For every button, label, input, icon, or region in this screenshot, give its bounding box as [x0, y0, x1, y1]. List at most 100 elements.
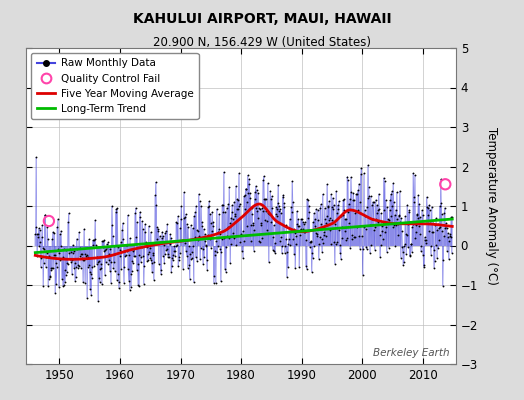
Point [286, 216, 294, 222]
Point [97, 260, 105, 267]
Point [112, 209, 120, 216]
Point [110, 242, 118, 249]
Point [369, 199, 378, 205]
Point [45, 218, 53, 224]
Point [416, 214, 424, 220]
Point [407, 241, 416, 248]
Point [168, 254, 177, 261]
Point [381, 228, 389, 235]
Point [35, 225, 43, 231]
Point [39, 282, 48, 289]
Point [260, 217, 269, 224]
Point [361, 207, 369, 214]
Point [246, 238, 255, 244]
Text: KAHULUI AIRPORT, MAUI, HAWAII: KAHULUI AIRPORT, MAUI, HAWAII [133, 12, 391, 26]
Point [120, 280, 128, 286]
Point [187, 222, 195, 228]
Point [96, 266, 104, 272]
Point [250, 196, 259, 202]
Point [104, 260, 112, 267]
Point [294, 216, 303, 222]
Point [90, 236, 98, 243]
Point [345, 219, 354, 226]
Point [96, 264, 105, 271]
Point [224, 201, 233, 207]
Point [325, 215, 334, 222]
Point [307, 238, 315, 244]
Point [248, 220, 257, 226]
Point [328, 204, 336, 210]
Point [218, 201, 226, 208]
Point [225, 235, 233, 241]
Point [351, 234, 359, 240]
Point [144, 257, 152, 263]
Point [416, 230, 424, 237]
Point [193, 237, 202, 244]
Point [214, 243, 222, 250]
Point [200, 254, 209, 261]
Point [204, 204, 212, 210]
Point [229, 230, 237, 236]
Point [350, 197, 358, 204]
Point [271, 250, 279, 256]
Point [447, 213, 455, 220]
Point [156, 239, 165, 246]
Point [258, 208, 267, 214]
Point [43, 224, 51, 230]
Point [288, 209, 296, 215]
Point [296, 232, 304, 238]
Point [267, 219, 276, 226]
Point [190, 213, 198, 219]
Point [308, 269, 316, 275]
Point [432, 215, 440, 221]
Point [289, 199, 297, 205]
Point [269, 247, 277, 253]
Point [174, 263, 183, 269]
Point [215, 231, 224, 238]
Point [127, 267, 136, 274]
Point [68, 271, 77, 278]
Point [91, 236, 99, 242]
Point [358, 233, 366, 239]
Point [51, 290, 60, 296]
Point [259, 173, 268, 179]
Point [84, 261, 93, 268]
Point [335, 198, 343, 205]
Point [52, 260, 60, 266]
Point [185, 276, 194, 282]
Point [79, 256, 87, 263]
Point [422, 194, 431, 200]
Point [422, 236, 430, 243]
Point [73, 246, 81, 252]
Point [372, 196, 380, 203]
Point [425, 202, 433, 208]
Point [330, 239, 339, 245]
Point [228, 209, 236, 215]
Point [144, 251, 152, 257]
Point [31, 224, 40, 230]
Point [326, 226, 334, 233]
Point [417, 248, 425, 254]
Point [338, 234, 346, 241]
Point [224, 224, 232, 230]
Point [273, 212, 281, 219]
Point [362, 226, 370, 232]
Point [84, 264, 92, 270]
Point [376, 242, 385, 248]
Point [170, 248, 178, 254]
Point [342, 216, 351, 222]
Point [63, 260, 71, 266]
Point [223, 204, 231, 211]
Point [41, 212, 49, 218]
Point [364, 162, 372, 168]
Point [274, 182, 282, 188]
Point [421, 239, 430, 246]
Point [134, 281, 143, 288]
Point [316, 201, 325, 208]
Point [99, 244, 107, 250]
Point [95, 258, 103, 264]
Point [135, 252, 143, 258]
Point [366, 250, 374, 256]
Point [284, 240, 292, 247]
Point [295, 223, 303, 230]
